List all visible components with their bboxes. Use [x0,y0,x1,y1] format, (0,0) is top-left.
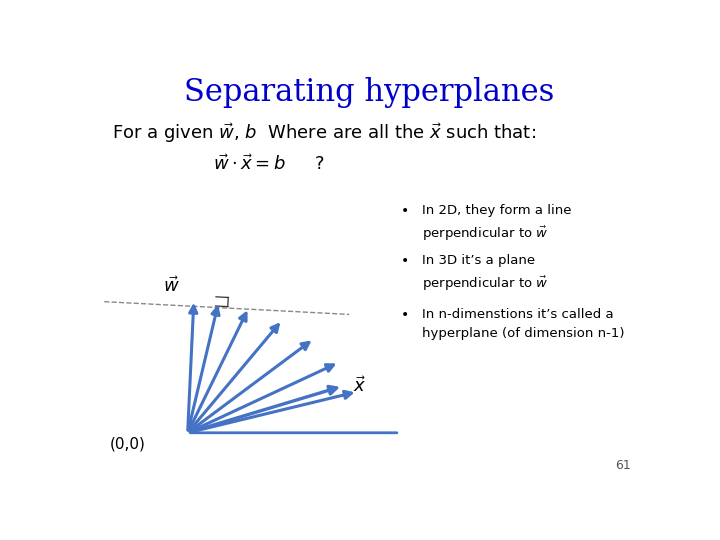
Text: $\vec{w}$: $\vec{w}$ [163,276,180,296]
Text: (0,0): (0,0) [109,437,145,452]
Text: In 2D, they form a line
perpendicular to $\vec{w}$: In 2D, they form a line perpendicular to… [422,204,572,243]
Text: For a given $\vec{w}$, $b$  Where are all the $\vec{x}$ such that:: For a given $\vec{w}$, $b$ Where are all… [112,121,536,145]
Text: Separating hyperplanes: Separating hyperplanes [184,77,554,109]
Text: •: • [401,254,410,268]
Text: •: • [401,308,410,322]
Text: •: • [401,204,410,218]
Text: In 3D it’s a plane
perpendicular to $\vec{w}$: In 3D it’s a plane perpendicular to $\ve… [422,254,549,293]
Text: $\vec{x}$: $\vec{x}$ [353,376,366,396]
Text: $\vec{w} \cdot \vec{x} = b$   ?: $\vec{w} \cdot \vec{x} = b$ ? [213,154,324,174]
Text: 61: 61 [616,460,631,472]
Text: In n-dimenstions it’s called a
hyperplane (of dimension n-1): In n-dimenstions it’s called a hyperplan… [422,308,624,340]
